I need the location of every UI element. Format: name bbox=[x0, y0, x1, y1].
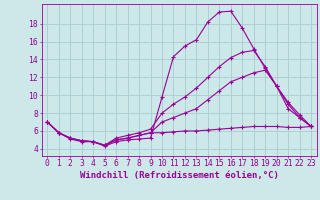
X-axis label: Windchill (Refroidissement éolien,°C): Windchill (Refroidissement éolien,°C) bbox=[80, 171, 279, 180]
